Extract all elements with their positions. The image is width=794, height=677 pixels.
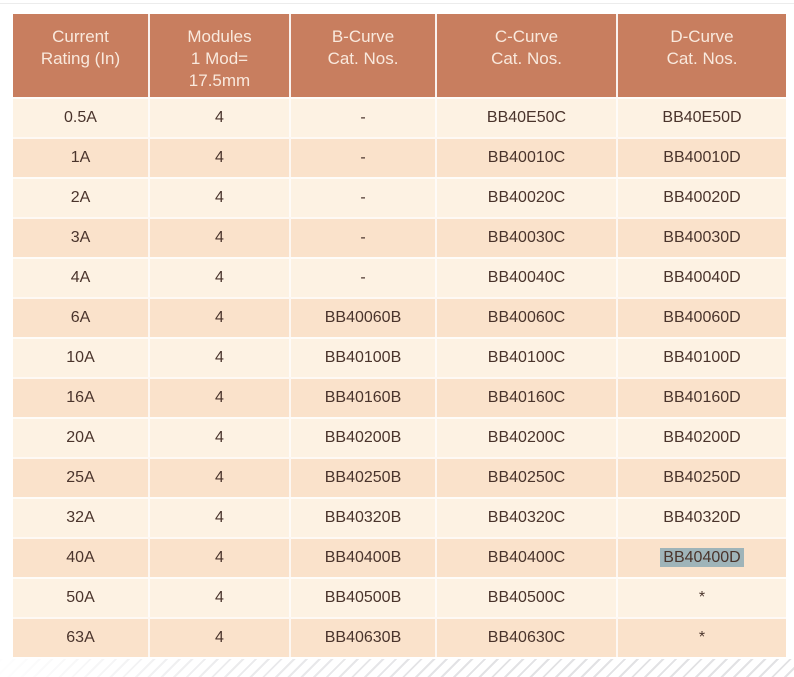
cell-modules: 4 bbox=[150, 617, 291, 657]
col-header-d-curve: D-Curve Cat. Nos. bbox=[618, 14, 786, 97]
cell-d-curve: BB40100D bbox=[618, 337, 786, 377]
cell-c-curve: BB40030C bbox=[437, 217, 618, 257]
cell-c-curve: BB40E50C bbox=[437, 97, 618, 137]
table-row: 40A 4 BB40400B BB40400C BB40400D bbox=[13, 537, 786, 577]
cell-b-curve: BB40500B bbox=[291, 577, 437, 617]
cell-c-curve: BB40320C bbox=[437, 497, 618, 537]
table-row: 6A 4 BB40060B BB40060C BB40060D bbox=[13, 297, 786, 337]
cell-modules: 4 bbox=[150, 337, 291, 377]
cell-d-curve: BB40200D bbox=[618, 417, 786, 457]
table-row: 3A 4- BB40030C BB40030D bbox=[13, 217, 786, 257]
col-header-b-curve: B-Curve Cat. Nos. bbox=[291, 14, 437, 97]
cell-current-rating: 50A bbox=[13, 577, 150, 617]
cell-current-rating: 4A bbox=[13, 257, 150, 297]
cell-d-curve: BB40060D bbox=[618, 297, 786, 337]
table-row: 2A 4- BB40020C BB40020D bbox=[13, 177, 786, 217]
table-row: 4A 4- BB40040C BB40040D bbox=[13, 257, 786, 297]
cell-modules: 4 bbox=[150, 377, 291, 417]
table-row: 32A 4 BB40320B BB40320C BB40320D bbox=[13, 497, 786, 537]
cell-b-curve: BB40320B bbox=[291, 497, 437, 537]
cell-current-rating: 1A bbox=[13, 137, 150, 177]
cell-modules: 4 bbox=[150, 97, 291, 137]
cell-current-rating: 32A bbox=[13, 497, 150, 537]
cell-d-curve: BB40250D bbox=[618, 457, 786, 497]
cell-b-curve: BB40100B bbox=[291, 337, 437, 377]
cell-d-curve: BB40320D bbox=[618, 497, 786, 537]
cell-modules: 4 bbox=[150, 257, 291, 297]
table-row: 0.5A 4- BB40E50C BB40E50D bbox=[13, 97, 786, 137]
cell-b-curve: BB40060B bbox=[291, 297, 437, 337]
table-body: 0.5A 4- BB40E50C BB40E50D 1A 4- BB40010C BB4001… bbox=[13, 97, 786, 657]
cell-c-curve: BB40100C bbox=[437, 337, 618, 377]
cell-modules: 4 bbox=[150, 217, 291, 257]
table-row: 25A 4 BB40250B BB40250C BB40250D bbox=[13, 457, 786, 497]
cell-c-curve: BB40200C bbox=[437, 417, 618, 457]
table-row: 10A 4 BB40100B BB40100C BB40100D bbox=[13, 337, 786, 377]
cell-modules: 4 bbox=[150, 177, 291, 217]
cell-c-curve: BB40500C bbox=[437, 577, 618, 617]
cell-c-curve: BB40160C bbox=[437, 377, 618, 417]
cell-current-rating: 0.5A bbox=[13, 97, 150, 137]
cell-c-curve: BB40630C bbox=[437, 617, 618, 657]
selected-text[interactable]: BB40400D bbox=[660, 548, 744, 567]
cell-b-curve: - bbox=[291, 257, 437, 297]
col-header-current-rating: Current Rating (In) bbox=[13, 14, 150, 97]
cell-current-rating: 10A bbox=[13, 337, 150, 377]
cell-modules: 4 bbox=[150, 297, 291, 337]
col-header-modules: Modules 1 Mod= 17.5mm bbox=[150, 14, 291, 97]
cell-d-curve: BB40040D bbox=[618, 257, 786, 297]
table-row: 20A 4 BB40200B BB40200C BB40200D bbox=[13, 417, 786, 457]
cell-b-curve: BB40200B bbox=[291, 417, 437, 457]
cell-b-curve: - bbox=[291, 137, 437, 177]
cell-b-curve: BB40400B bbox=[291, 537, 437, 577]
cell-current-rating: 25A bbox=[13, 457, 150, 497]
cell-modules: 4 bbox=[150, 457, 291, 497]
cell-modules: 4 bbox=[150, 497, 291, 537]
cell-current-rating: 16A bbox=[13, 377, 150, 417]
cell-current-rating: 6A bbox=[13, 297, 150, 337]
cell-c-curve: BB40060C bbox=[437, 297, 618, 337]
cell-d-curve: BB40030D bbox=[618, 217, 786, 257]
header-row: Current Rating (In) Modules 1 Mod= 17.5m… bbox=[13, 14, 786, 97]
cell-c-curve: BB40400C bbox=[437, 537, 618, 577]
cell-c-curve: BB40020C bbox=[437, 177, 618, 217]
cell-b-curve: - bbox=[291, 177, 437, 217]
cell-b-curve: BB40250B bbox=[291, 457, 437, 497]
mcb-catalog-table: Current Rating (In) Modules 1 Mod= 17.5m… bbox=[13, 14, 786, 657]
cell-d-curve: * bbox=[618, 577, 786, 617]
cell-current-rating: 2A bbox=[13, 177, 150, 217]
cell-b-curve: - bbox=[291, 217, 437, 257]
cell-current-rating: 3A bbox=[13, 217, 150, 257]
cell-current-rating: 63A bbox=[13, 617, 150, 657]
cell-d-curve: BB40160D bbox=[618, 377, 786, 417]
cell-b-curve: BB40630B bbox=[291, 617, 437, 657]
bottom-hatch-texture bbox=[0, 659, 794, 677]
table-row: 16A 4 BB40160B BB40160C BB40160D bbox=[13, 377, 786, 417]
cell-modules: 4 bbox=[150, 537, 291, 577]
cell-c-curve: BB40010C bbox=[437, 137, 618, 177]
cell-d-curve: BB40E50D bbox=[618, 97, 786, 137]
cell-modules: 4 bbox=[150, 137, 291, 177]
table-row: 1A 4- BB40010C BB40010D bbox=[13, 137, 786, 177]
cell-d-curve: BB40400D bbox=[618, 537, 786, 577]
cell-d-curve: BB40020D bbox=[618, 177, 786, 217]
cell-d-curve: * bbox=[618, 617, 786, 657]
cell-b-curve: BB40160B bbox=[291, 377, 437, 417]
cell-current-rating: 20A bbox=[13, 417, 150, 457]
cell-c-curve: BB40040C bbox=[437, 257, 618, 297]
cell-b-curve: - bbox=[291, 97, 437, 137]
cell-modules: 4 bbox=[150, 577, 291, 617]
table-row: 50A 4 BB40500B BB40500C * bbox=[13, 577, 786, 617]
table-row: 63A 4 BB40630B BB40630C * bbox=[13, 617, 786, 657]
col-header-c-curve: C-Curve Cat. Nos. bbox=[437, 14, 618, 97]
cell-current-rating: 40A bbox=[13, 537, 150, 577]
cell-d-curve: BB40010D bbox=[618, 137, 786, 177]
cell-c-curve: BB40250C bbox=[437, 457, 618, 497]
cell-modules: 4 bbox=[150, 417, 291, 457]
page-top-rule bbox=[0, 3, 794, 4]
